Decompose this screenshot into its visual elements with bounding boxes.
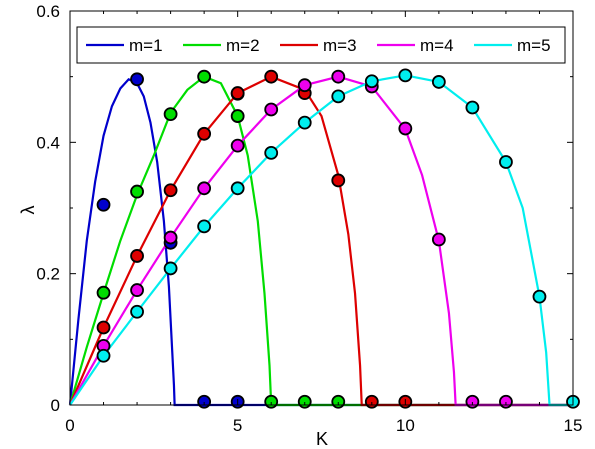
data-point-series-2 xyxy=(331,394,346,409)
legend-label-2: m=2 xyxy=(226,36,260,55)
y-tick-label: 0.4 xyxy=(36,133,60,152)
series-line-3 xyxy=(68,75,573,407)
data-point-series-5 xyxy=(532,289,547,304)
data-point-series-2 xyxy=(130,184,144,199)
data-point-series-4 xyxy=(197,181,212,196)
data-point-series-5 xyxy=(398,68,413,83)
data-point-series-3 xyxy=(264,69,279,84)
legend-label-5: m=5 xyxy=(517,36,551,55)
x-tick-label: 15 xyxy=(564,416,583,435)
data-point-series-5 xyxy=(297,115,312,130)
x-tick-label: 5 xyxy=(233,416,242,435)
data-point-series-4 xyxy=(499,394,513,409)
data-point-series-5 xyxy=(230,181,245,196)
data-point-series-5 xyxy=(96,348,111,363)
legend-label-4: m=4 xyxy=(420,36,454,55)
data-point-series-2 xyxy=(230,109,245,123)
x-axis-label: K xyxy=(316,429,328,449)
data-point-series-4 xyxy=(130,283,144,297)
data-point-series-5 xyxy=(499,155,513,169)
data-point-series-2 xyxy=(163,107,178,121)
legend: m=1 m=2 m=3 m=4 m=5 xyxy=(76,26,566,64)
data-point-series-3 xyxy=(96,320,111,335)
data-point-series-1 xyxy=(96,197,111,212)
axes: 0 5 10 15 0 0.2 0.4 0.6 xyxy=(36,2,582,435)
data-point-series-5 xyxy=(431,75,446,89)
data-point-series-4 xyxy=(163,230,178,245)
data-point-series-4 xyxy=(398,121,413,136)
data-point-series-5 xyxy=(130,304,144,319)
data-point-series-3 xyxy=(197,126,212,141)
data-point-series-4 xyxy=(264,102,279,117)
data-point-series-1 xyxy=(197,394,212,409)
x-tick-label: 0 xyxy=(65,416,74,435)
data-point-series-5 xyxy=(264,145,279,160)
data-point-series-4 xyxy=(297,78,312,93)
y-axis-label: λ xyxy=(18,206,38,215)
data-point-series-4 xyxy=(465,394,480,409)
data-point-series-2 xyxy=(96,285,111,300)
plot-frame xyxy=(69,10,574,406)
data-point-series-5 xyxy=(331,89,346,104)
y-tick-label: 0 xyxy=(51,396,60,415)
series-curves xyxy=(68,74,573,407)
y-tick-label: 0.6 xyxy=(36,2,60,21)
data-point-series-3 xyxy=(163,183,178,198)
data-point-series-2 xyxy=(197,69,212,84)
data-point-series-5 xyxy=(364,74,379,89)
data-point-series-3 xyxy=(130,249,144,263)
data-point-series-4 xyxy=(230,138,245,153)
series-line-1 xyxy=(68,77,573,407)
data-point-series-2 xyxy=(264,394,279,409)
data-point-series-5 xyxy=(465,100,480,115)
x-tick-label: 10 xyxy=(396,416,415,435)
legend-label-1: m=1 xyxy=(129,36,163,55)
data-point-series-1 xyxy=(130,72,144,87)
series-points xyxy=(96,68,580,409)
data-point-series-4 xyxy=(431,232,446,247)
data-point-series-3 xyxy=(364,394,379,409)
data-point-series-3 xyxy=(331,173,346,188)
data-point-series-2 xyxy=(297,394,312,409)
data-point-series-4 xyxy=(331,69,346,84)
legend-label-3: m=3 xyxy=(323,36,357,55)
data-point-series-3 xyxy=(230,86,245,100)
y-tick-label: 0.2 xyxy=(36,265,60,284)
data-point-series-5 xyxy=(163,261,178,276)
data-point-series-5 xyxy=(197,219,212,234)
